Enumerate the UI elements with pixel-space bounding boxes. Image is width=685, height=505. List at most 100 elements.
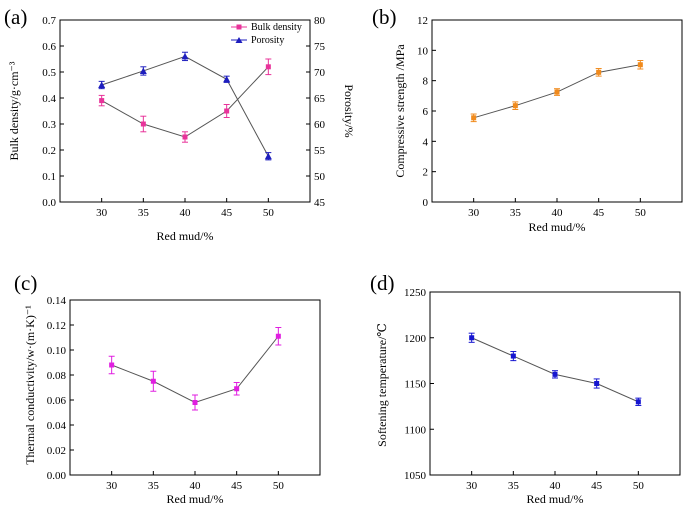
panel-a-plot-frame (59, 19, 311, 203)
x-tick-label: 30 (468, 207, 480, 219)
x-tick-label: 50 (635, 207, 647, 219)
y-tick-label: 0.0 (42, 197, 56, 209)
panel-d-plot-frame (429, 291, 681, 476)
series-line (111, 335, 279, 404)
data-point (150, 378, 156, 384)
panel-c-plot-frame (69, 299, 321, 476)
panel-a-y-ticks: 0.0 0.1 0.2 0.3 0.4 0.5 0.6 0.7 (42, 15, 64, 209)
panel-d-y-axis-label: Softening temperature/℃ (375, 323, 389, 447)
data-point (471, 115, 477, 121)
legend-porosity-label: Porosity (251, 35, 284, 46)
y-tick-label: 0.00 (47, 470, 67, 482)
x-tick-label: 35 (138, 207, 150, 219)
x-tick-label: 45 (221, 207, 233, 219)
x-tick-label: 40 (552, 207, 564, 219)
y-tick-label: 1200 (404, 333, 427, 345)
y-tick-label: 1100 (404, 424, 426, 436)
x-tick-label: 40 (190, 480, 202, 492)
panel-a-label: (a) (4, 5, 27, 29)
panel-d: (d) 30 35 40 45 50 1050 1100 1150 1200 1250 Red … (370, 271, 681, 505)
y-tick-label: 0 (423, 197, 429, 209)
x-tick-label: 50 (263, 207, 275, 219)
panel-b-x-axis-label: Red mud/% (529, 220, 586, 234)
series-line (471, 337, 639, 403)
legend-bulk-density-marker (236, 24, 242, 30)
panel-d-x-ticks: 30 35 40 45 50 (466, 471, 644, 492)
data-point (182, 134, 188, 140)
data-point (181, 52, 189, 60)
data-point (140, 121, 146, 127)
panel-a-x-ticks: 30 35 40 45 50 (96, 198, 274, 219)
panel-c: (c) 30 35 40 45 50 0.000.020.040.060.080.100… (14, 271, 321, 505)
y-tick-label: 1250 (404, 287, 427, 299)
data-point (275, 333, 281, 339)
y-tick-label: 0.7 (42, 15, 56, 27)
x-tick-label: 40 (550, 480, 562, 492)
y-tick-label: 8 (423, 76, 429, 88)
data-point (98, 81, 106, 88)
y2-tick-label: 55 (314, 145, 326, 157)
x-tick-label: 45 (591, 480, 603, 492)
y2-tick-label: 50 (314, 171, 326, 183)
data-point (192, 400, 198, 405)
y2-tick-label: 65 (314, 93, 326, 105)
data-point (637, 62, 643, 68)
data-point (635, 399, 641, 405)
y-tick-label: 0.08 (47, 370, 67, 382)
panel-d-x-axis-label: Red mud/% (527, 492, 584, 505)
data-point (512, 103, 518, 109)
y2-tick-label: 75 (314, 41, 326, 53)
y-tick-label: 0.06 (47, 395, 67, 407)
y-tick-label: 0.3 (42, 119, 56, 131)
data-point (264, 152, 272, 160)
x-tick-label: 30 (106, 480, 118, 492)
panel-d-series-softening-temperature (468, 332, 642, 406)
y2-tick-label: 80 (314, 15, 326, 27)
data-point (265, 64, 271, 70)
x-tick-label: 35 (148, 480, 160, 492)
panel-b: (b) 30 35 40 45 50 0 2 4 6 8 10 12 Red mud/% Compr… (372, 5, 683, 234)
panel-a-legend: Bulk density Porosity (231, 22, 302, 46)
y-tick-label: 10 (417, 45, 429, 57)
y2-tick-label: 70 (314, 67, 326, 79)
y-tick-label: 1150 (404, 379, 426, 391)
data-point (554, 89, 560, 95)
y-tick-label: 0.6 (42, 41, 56, 53)
y-tick-label: 0.10 (47, 345, 67, 357)
panel-c-y-ticks: 0.00 0.02 0.04 0.06 0.08 0.10 0.12 0.14 (47, 295, 74, 482)
panel-c-y-axis-label: Thermal conductivity/w·(m·K)⁻¹ (23, 305, 37, 465)
panel-a-x-axis-label: Red mud/% (157, 229, 214, 243)
data-point (234, 386, 240, 392)
y-tick-label: 12 (417, 15, 428, 27)
y-tick-label: 6 (423, 106, 429, 118)
panel-b-label: (b) (372, 5, 397, 29)
data-point (224, 108, 230, 114)
y2-tick-label: 60 (314, 119, 326, 131)
y-tick-label: 0.12 (47, 320, 66, 332)
panel-c-x-axis-label: Red mud/% (167, 492, 224, 505)
data-point (596, 69, 602, 75)
panel-c-series-thermal-conductivity (108, 327, 282, 411)
panel-b-plot-frame (431, 19, 683, 203)
y2-tick-label: 45 (314, 197, 326, 209)
x-tick-label: 45 (593, 207, 605, 219)
series-line (101, 66, 269, 138)
panel-b-y-ticks: 0 2 4 6 8 10 12 (417, 15, 436, 209)
data-point (469, 335, 475, 341)
legend-bulk-density-label: Bulk density (251, 22, 302, 33)
x-tick-label: 35 (508, 480, 520, 492)
x-tick-label: 30 (466, 480, 478, 492)
y-tick-label: 0.04 (47, 420, 67, 432)
panel-b-series-compressive-strength (470, 59, 644, 123)
y-tick-label: 4 (423, 136, 429, 148)
x-tick-label: 40 (180, 207, 192, 219)
data-point (594, 381, 600, 386)
data-point (552, 371, 558, 377)
data-point (109, 362, 115, 368)
panel-a-y2-ticks: 45 50 55 60 65 70 75 80 (306, 15, 326, 209)
y-tick-label: 0.02 (47, 445, 66, 457)
panel-a-y2-axis-label: Porosity/% (342, 84, 356, 137)
y-tick-label: 0.1 (42, 171, 56, 183)
data-point (99, 98, 105, 104)
